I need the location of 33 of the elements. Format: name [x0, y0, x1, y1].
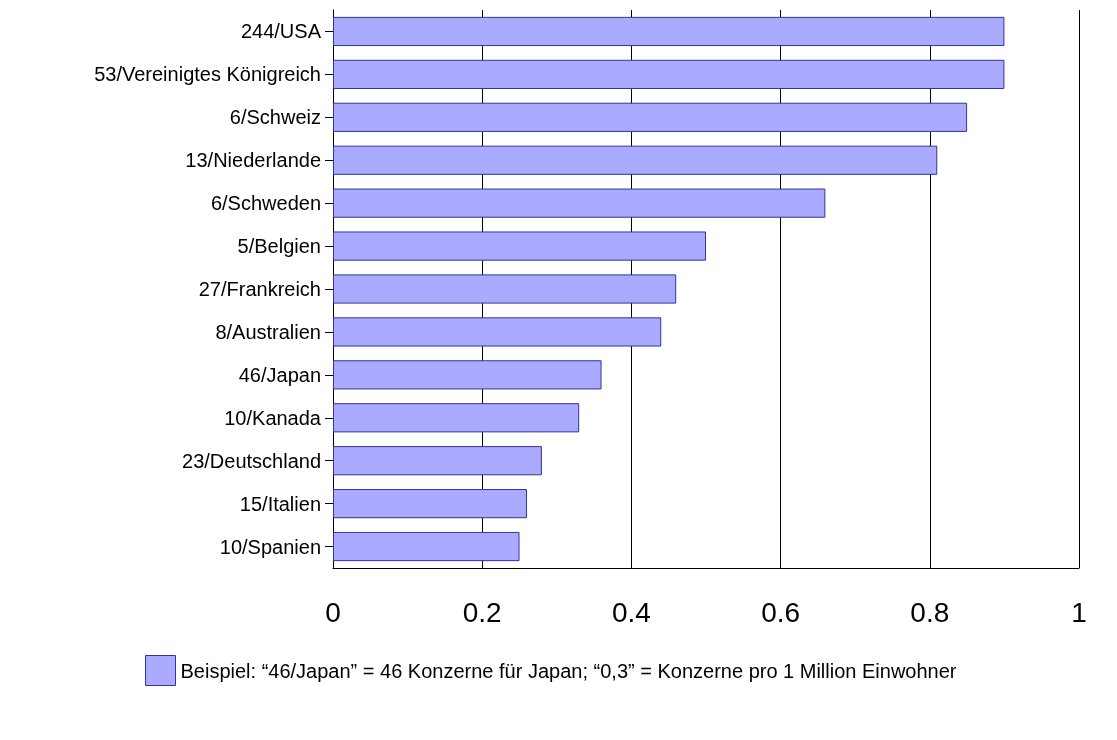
y-tick-label: 6/Schweden	[210, 192, 321, 215]
bar	[333, 317, 662, 347]
bar	[333, 446, 542, 476]
x-tick-label: 1	[1071, 596, 1087, 628]
bar	[333, 59, 1005, 89]
x-tick-label: 0.6	[761, 596, 801, 628]
bar	[333, 531, 520, 562]
y-tick-label: 8/Australien	[215, 320, 321, 343]
y-tick-label: 6/Schweiz	[229, 106, 321, 129]
x-tick-label: 0.4	[611, 596, 651, 628]
x-tick-label: 0.2	[462, 596, 502, 628]
y-tick-label: 23/Deutschland	[182, 449, 321, 472]
y-tick-label: 15/Italien	[239, 492, 321, 515]
y-tick-label: 10/Kanada	[224, 406, 322, 429]
x-tick-label: 0.8	[910, 596, 950, 628]
y-tick-label: 27/Frankreich	[198, 278, 321, 300]
bar	[333, 231, 706, 261]
bar	[333, 16, 1005, 47]
legend-label: Beispiel: “46/Japan” = 46 Konzerne für Japan; “0,3” = Konzerne pro 1 Million Einwohner	[180, 659, 957, 682]
y-tick-label: 46/Japan	[238, 363, 321, 386]
y-tick-label: 5/Belgien	[237, 235, 321, 258]
bar	[333, 403, 580, 433]
y-tick-label: 244/USA	[240, 20, 322, 43]
bar	[333, 145, 938, 175]
bar	[333, 360, 602, 390]
bar	[333, 274, 677, 304]
bar	[333, 489, 527, 519]
x-tick-label: 0	[325, 596, 341, 628]
y-tick-label: 10/Spanien	[219, 535, 321, 558]
y-tick-label: 13/Niederlande	[185, 149, 321, 172]
y-tick-label: 53/Vereinigtes Königreich	[94, 63, 321, 86]
bar	[333, 188, 826, 218]
bar	[333, 102, 968, 132]
